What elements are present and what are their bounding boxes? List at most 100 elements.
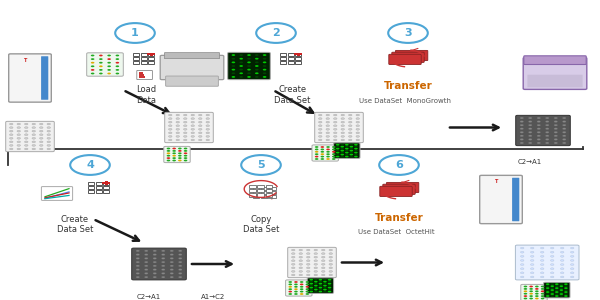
Circle shape <box>356 139 359 141</box>
Circle shape <box>529 135 532 137</box>
Circle shape <box>239 61 243 63</box>
Circle shape <box>136 261 140 263</box>
Circle shape <box>323 289 327 290</box>
Circle shape <box>571 247 574 249</box>
Circle shape <box>307 271 310 272</box>
Circle shape <box>17 148 20 150</box>
Circle shape <box>328 285 331 286</box>
FancyBboxPatch shape <box>160 55 224 80</box>
Circle shape <box>176 136 179 137</box>
Circle shape <box>47 145 50 146</box>
Bar <box>103 190 109 193</box>
Circle shape <box>107 62 111 64</box>
Circle shape <box>354 146 358 148</box>
Circle shape <box>172 150 176 152</box>
Circle shape <box>10 148 13 150</box>
Circle shape <box>326 114 329 116</box>
Bar <box>269 187 276 190</box>
Circle shape <box>329 274 332 276</box>
Circle shape <box>170 265 173 267</box>
Circle shape <box>176 118 179 119</box>
Circle shape <box>25 130 28 132</box>
Circle shape <box>91 62 94 64</box>
Circle shape <box>356 128 359 130</box>
Text: C2→A1: C2→A1 <box>518 159 542 165</box>
Circle shape <box>25 145 28 146</box>
Circle shape <box>328 291 331 292</box>
Circle shape <box>354 150 358 152</box>
FancyBboxPatch shape <box>41 56 49 100</box>
Circle shape <box>314 256 317 258</box>
Circle shape <box>292 253 295 254</box>
Text: C2→A1: C2→A1 <box>137 294 161 300</box>
Circle shape <box>529 288 533 290</box>
Bar <box>133 53 139 56</box>
Text: Create
Data Set: Create Data Set <box>57 214 93 234</box>
Circle shape <box>40 145 43 146</box>
Circle shape <box>328 289 331 290</box>
Circle shape <box>25 148 28 150</box>
Circle shape <box>206 132 209 134</box>
Circle shape <box>178 276 182 278</box>
Circle shape <box>305 291 309 292</box>
Circle shape <box>10 145 13 146</box>
Circle shape <box>191 139 194 141</box>
Circle shape <box>322 260 325 262</box>
Circle shape <box>184 118 187 119</box>
Circle shape <box>535 288 539 290</box>
Circle shape <box>328 279 331 280</box>
Circle shape <box>167 155 170 157</box>
FancyBboxPatch shape <box>515 245 579 280</box>
Circle shape <box>326 121 329 123</box>
Circle shape <box>520 268 524 270</box>
Circle shape <box>564 289 568 291</box>
Circle shape <box>349 136 352 137</box>
Circle shape <box>550 283 554 285</box>
Circle shape <box>305 293 309 295</box>
Bar <box>257 185 264 188</box>
Circle shape <box>555 289 559 291</box>
Circle shape <box>170 276 173 278</box>
Circle shape <box>184 136 187 137</box>
Circle shape <box>199 121 202 123</box>
Circle shape <box>184 121 187 123</box>
Bar <box>253 191 259 194</box>
Circle shape <box>332 148 335 150</box>
Circle shape <box>530 251 534 253</box>
Circle shape <box>178 261 182 263</box>
FancyBboxPatch shape <box>137 70 152 80</box>
Circle shape <box>530 276 534 278</box>
Circle shape <box>562 139 566 140</box>
Circle shape <box>99 62 103 64</box>
Circle shape <box>47 148 50 150</box>
Bar <box>96 182 101 185</box>
Circle shape <box>524 293 527 295</box>
Circle shape <box>554 131 557 133</box>
Circle shape <box>537 117 541 119</box>
Circle shape <box>550 255 554 257</box>
FancyBboxPatch shape <box>288 247 337 278</box>
Circle shape <box>170 269 173 271</box>
Bar <box>288 53 293 56</box>
Circle shape <box>91 58 94 60</box>
Circle shape <box>323 291 327 292</box>
Circle shape <box>153 276 157 278</box>
Text: Copy
Data Set: Copy Data Set <box>243 214 279 234</box>
Circle shape <box>191 132 194 134</box>
Circle shape <box>239 72 243 74</box>
Circle shape <box>562 142 566 144</box>
Circle shape <box>32 137 35 139</box>
Circle shape <box>332 151 335 153</box>
Circle shape <box>319 114 322 116</box>
Circle shape <box>206 128 209 130</box>
Circle shape <box>520 142 524 144</box>
Circle shape <box>199 114 202 116</box>
Bar <box>280 61 286 64</box>
Circle shape <box>315 153 319 155</box>
Circle shape <box>529 128 532 130</box>
Circle shape <box>560 268 564 270</box>
FancyBboxPatch shape <box>392 52 424 62</box>
Circle shape <box>232 61 235 63</box>
Circle shape <box>520 264 524 266</box>
Circle shape <box>349 114 352 116</box>
